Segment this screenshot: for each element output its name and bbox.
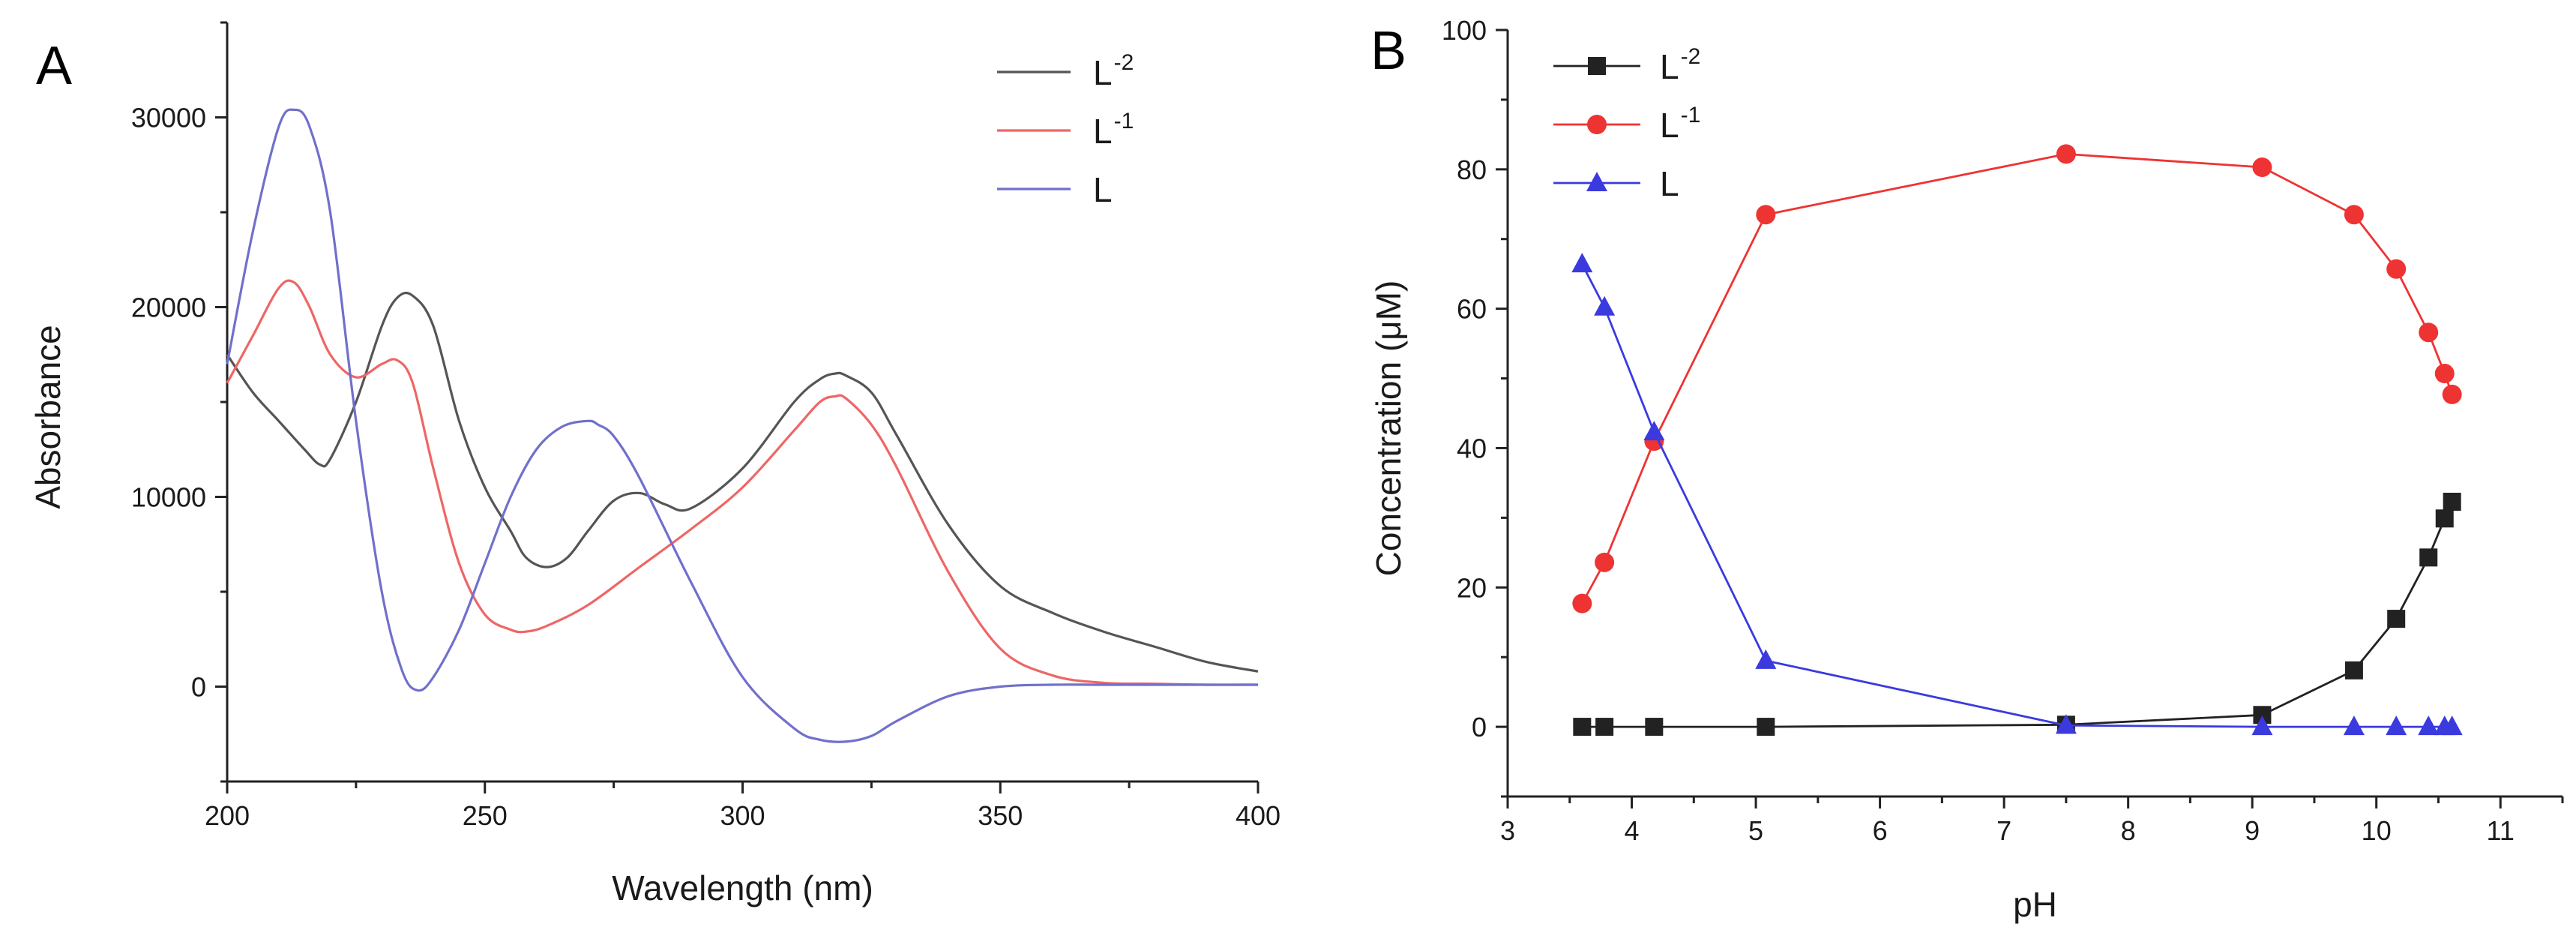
panel-b-y-tick-label: 60 xyxy=(1457,294,1487,325)
panel-b-x-tick-label: 11 xyxy=(2487,815,2515,846)
panel-b-legend-label-base: L xyxy=(1660,164,1679,203)
panel-a-series-2-line xyxy=(226,279,1259,686)
panel-a-legend-label-base: L xyxy=(1093,53,1113,92)
panel-a-x-tick-label: 400 xyxy=(1236,800,1281,831)
panel-a-x-tick-label: 250 xyxy=(463,800,508,831)
panel-a-y-tick-label: 20000 xyxy=(131,292,206,323)
panel-b-legend-label: L-1 xyxy=(1660,103,1700,145)
panel-b-x-tick-label: 8 xyxy=(2121,815,2136,846)
panel-a-legend-label-superscript: -1 xyxy=(1114,109,1134,134)
panel-b-legend-label-base: L xyxy=(1660,47,1679,86)
panel-b-series-3-point xyxy=(1755,649,1777,669)
panel-b-legend-label-superscript: -2 xyxy=(1681,44,1701,69)
panel-b-x-tick-label: 9 xyxy=(2245,815,2260,846)
panel-b-y-tick-label: 80 xyxy=(1457,154,1487,185)
panel-b-series-3-point xyxy=(1594,296,1616,316)
panel-b-series-2-point xyxy=(2344,205,2364,225)
panel-b-y-tick-label: 100 xyxy=(1442,15,1487,46)
panel-b-series-2-point xyxy=(1572,593,1592,614)
panel-b-legend: L-2L-1L xyxy=(1553,44,1700,203)
panel-a-letter: A xyxy=(36,36,72,96)
panel-b-x-tick-label: 6 xyxy=(1873,815,1888,846)
panel-a-y-axis-label: Absorbance xyxy=(28,325,67,509)
panel-a-legend-label-base: L xyxy=(1093,112,1113,151)
panel-a-legend-label-superscript: -2 xyxy=(1114,50,1134,75)
panel-a-axes: 200 250 300 350 400 0 10000 20000 30000 xyxy=(131,21,1281,831)
panel-b-series xyxy=(1571,144,2463,736)
panel-a-legend: L-2L-1L xyxy=(997,50,1134,209)
panel-a-x-tick-label: 200 xyxy=(205,800,250,831)
panel-b-series-2-point xyxy=(2056,144,2076,164)
panel-b-series-3-point xyxy=(2386,716,2407,736)
panel-b-series-1-point xyxy=(2443,492,2461,511)
panel-b-y-tick-label: 40 xyxy=(1457,433,1487,464)
panel-b-series-3-point xyxy=(2418,716,2440,736)
panel-b-series-3-point xyxy=(1571,253,1593,273)
panel-a-y-tick-label: 30000 xyxy=(131,103,206,134)
panel-b-x-axis-label: pH xyxy=(2013,885,2057,924)
panel-a-x-axis-label: Wavelength (nm) xyxy=(612,868,873,908)
panel-b-legend-label: L-2 xyxy=(1660,44,1700,86)
panel-b-series-3-point xyxy=(2441,716,2463,736)
panel-b-series-2-point xyxy=(2434,364,2455,384)
panel-b-legend-marker xyxy=(1587,115,1607,134)
panel-b-y-tick-label: 0 xyxy=(1472,712,1487,742)
panel-b-series-1-point xyxy=(2344,661,2363,680)
panel-b-series-1-point xyxy=(2435,509,2454,528)
panel-b-series-1-point xyxy=(1595,718,1614,736)
panel-b-series-1-point xyxy=(2387,610,2406,628)
panel-a-y-tick-label: 10000 xyxy=(131,482,206,513)
panel-b-legend-marker xyxy=(1588,57,1606,75)
panel-a-legend-label: L xyxy=(1093,170,1113,209)
panel-b-series-2-point xyxy=(2419,322,2439,343)
panel-b-series-1-point xyxy=(1573,718,1592,736)
panel-b-axes: 3 4 5 6 7 8 9 10 11 0 20 40 60 80 100 xyxy=(1442,15,2564,846)
panel-b-series-3-point xyxy=(2251,716,2273,736)
panel-b-legend-label-superscript: -1 xyxy=(1681,103,1701,128)
panel-a-legend-label: L-1 xyxy=(1093,109,1134,151)
panel-b-legend-marker xyxy=(1586,172,1607,191)
panel-b-series-1-point xyxy=(1757,718,1775,736)
panel-b-x-tick-label: 3 xyxy=(1500,815,1515,846)
panel-a-legend-label-base: L xyxy=(1093,170,1113,209)
panel-b-series-1-point xyxy=(2419,548,2438,567)
panel-b-y-axis-label: Concentration (μM) xyxy=(1369,280,1408,577)
panel-b-x-tick-label: 4 xyxy=(1625,815,1640,846)
panel-b-series-2-point xyxy=(1756,205,1776,225)
panel-b-series-2-point xyxy=(1595,552,1615,572)
panel-a-x-tick-label: 300 xyxy=(720,800,765,831)
panel-a-series-1-line xyxy=(226,291,1259,673)
panel-b-legend-label: L xyxy=(1660,164,1679,203)
panel-b-series-3-point xyxy=(2055,714,2077,734)
panel-a-y-tick-label: 0 xyxy=(191,672,206,703)
panel-b-legend-label-base: L xyxy=(1660,106,1679,145)
panel-a-x-tick-label: 350 xyxy=(978,800,1023,831)
panel-b-series-3-point xyxy=(2343,716,2365,736)
panel-b-x-tick-label: 5 xyxy=(1748,815,1763,846)
panel-a-series-3-line xyxy=(226,108,1258,743)
panel-b-series-2-point xyxy=(2386,259,2407,279)
panel-a-legend-label: L-2 xyxy=(1093,50,1134,92)
panel-b-series-2-point xyxy=(2252,158,2272,178)
panel-b-series-2-point xyxy=(2442,384,2462,404)
panel-b-series-1-point xyxy=(1645,718,1664,736)
panel-b-letter: B xyxy=(1370,21,1406,81)
panel-b-x-tick-label: 10 xyxy=(2362,815,2392,846)
panel-a-series xyxy=(226,108,1259,743)
panel-b-y-tick-label: 20 xyxy=(1457,572,1487,603)
panel-b-x-tick-label: 7 xyxy=(1996,815,2011,846)
panel-b-series-3-point xyxy=(1643,421,1665,441)
